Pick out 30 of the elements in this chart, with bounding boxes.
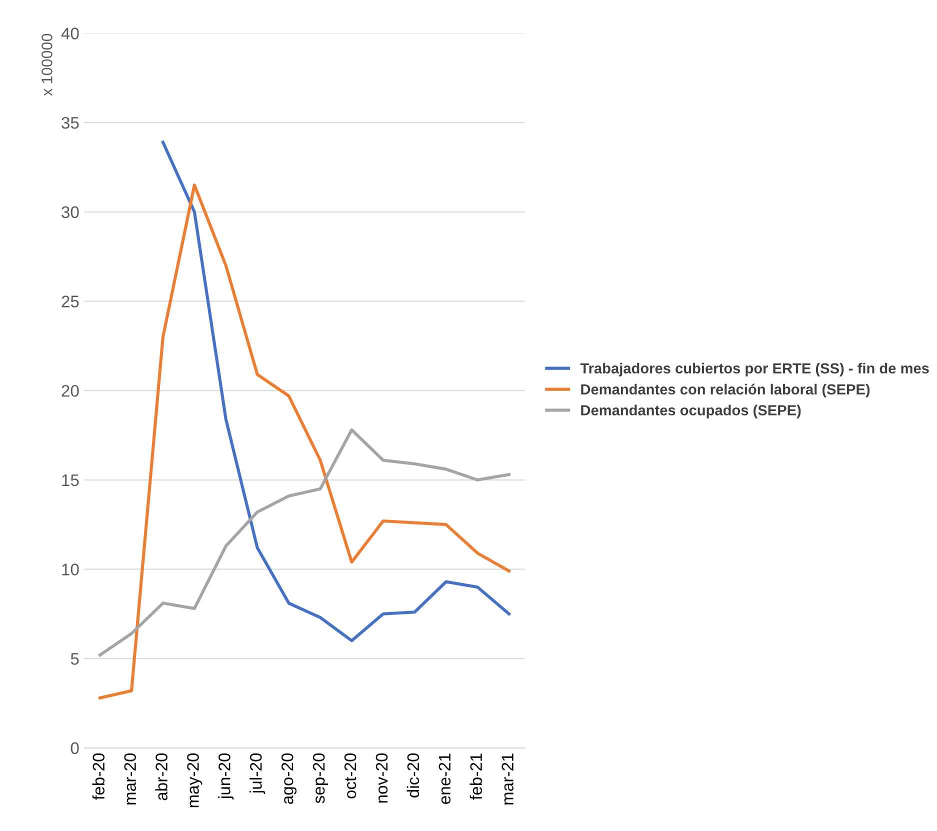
legend-label: Trabajadores cubiertos por ERTE (SS) - fin de mes (580, 362, 929, 376)
x-tick-label: feb-21 (470, 754, 482, 800)
y-tick-label: 25 (62, 296, 79, 308)
x-tick-label: feb-20 (92, 753, 105, 800)
line-series (98, 428, 511, 657)
x-tick-label: may-20 (187, 753, 202, 808)
x-tick-label: abr-20 (155, 753, 168, 800)
y-tick-label: 15 (62, 474, 79, 486)
y-tick-label: 0 (70, 742, 79, 754)
x-tick-label: ago-20 (281, 753, 297, 804)
x-tick-label: jun-20 (218, 753, 234, 800)
y-tick-label: 10 (62, 564, 79, 576)
x-tick-label: dic-20 (406, 753, 420, 798)
y-tick-label: 40 (61, 28, 79, 40)
x-tick-label: jul-20 (250, 753, 266, 794)
line-series (98, 184, 511, 700)
x-tick-label: nov-20 (376, 753, 388, 803)
x-tick-label: sep-20 (312, 753, 328, 804)
x-tick-label: oct-20 (344, 753, 356, 798)
y-tick-label: 5 (70, 653, 79, 665)
x-tick-label: ene-21 (438, 754, 451, 804)
legend-label: Demandantes ocupados (SEPE) (581, 404, 801, 418)
line-series (161, 140, 511, 642)
y-tick-label: 35 (62, 116, 79, 129)
x-tick-label: mar-20 (124, 753, 136, 804)
x-tick-label: mar-21 (502, 754, 514, 804)
legend-label: Demandantes con relación laboral (SEPE) (581, 384, 870, 398)
y-tick-label: 20 (62, 384, 79, 397)
y-axis-title: x 100000 (42, 34, 52, 96)
y-tick-label: 30 (62, 206, 79, 218)
